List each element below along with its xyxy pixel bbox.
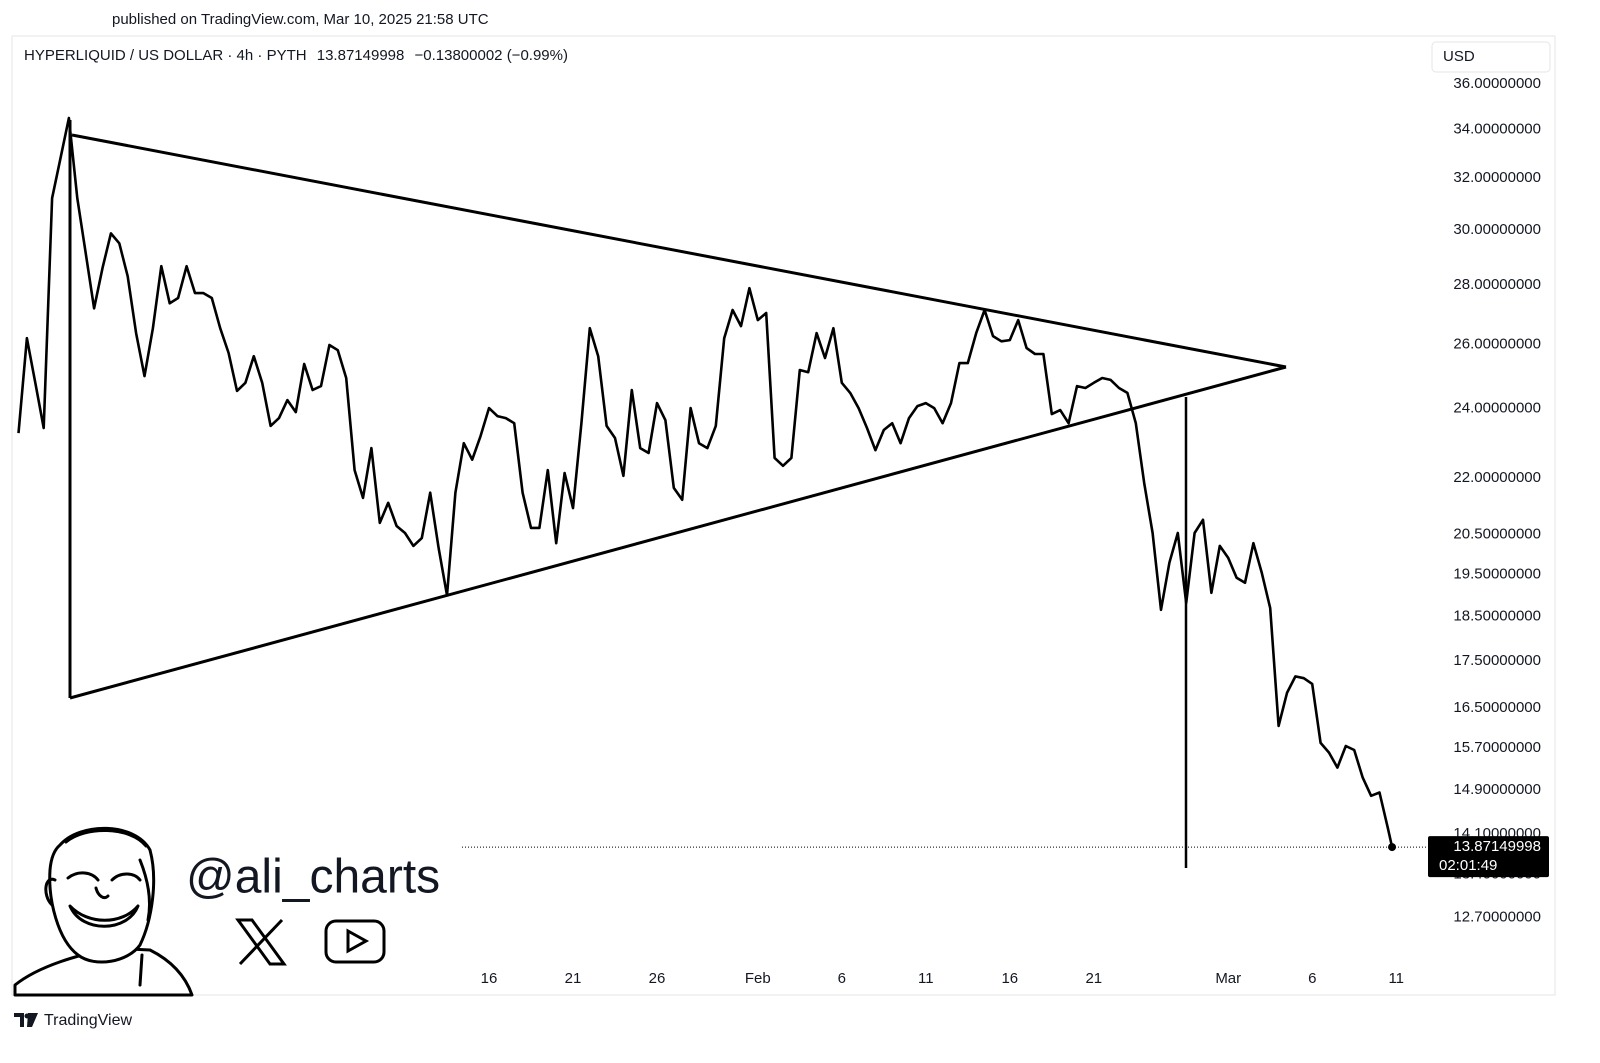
social-icons <box>235 918 386 966</box>
y-tick-label: 26.00000000 <box>1453 335 1541 352</box>
price-change: −0.13800002 (−0.99%) <box>415 47 568 64</box>
plot-area <box>17 116 1427 852</box>
price-tag <box>1428 836 1549 878</box>
last-price: 13.87149998 <box>317 47 405 64</box>
y-tick-label: 18.50000000 <box>1453 608 1541 625</box>
price-tag-group: 13.87149998 02:01:49 <box>1428 836 1549 878</box>
x-tick-label: 6 <box>838 970 846 987</box>
y-tick-label: 24.00000000 <box>1453 399 1541 416</box>
y-tick-label: 34.00000000 <box>1453 121 1541 138</box>
brand-logo-dot <box>24 1013 30 1019</box>
avatar <box>13 826 194 997</box>
y-tick-label: 15.70000000 <box>1453 739 1541 756</box>
y-tick-label: 14.90000000 <box>1453 781 1541 798</box>
last-price-dot <box>1388 843 1397 852</box>
y-tick-label: 17.50000000 <box>1453 652 1541 669</box>
x-icon[interactable] <box>235 918 287 966</box>
y-tick-label: 19.50000000 <box>1453 566 1541 583</box>
avatar-mouth <box>68 904 140 928</box>
y-tick-label: 20.50000000 <box>1453 526 1541 543</box>
brand: TradingView <box>14 1012 132 1029</box>
price-tag-value: 13.87149998 <box>1453 838 1541 855</box>
y-tick-label: 36.00000000 <box>1453 75 1541 92</box>
avatar-eyes <box>66 871 142 882</box>
time-axis: 16 21 26 Feb 6 11 16 21 Mar 6 11 <box>481 970 1404 987</box>
x-tick-label: 21 <box>565 970 582 987</box>
x-tick-label: Feb <box>745 970 771 987</box>
chart-frame <box>11 35 1556 996</box>
x-tick-label: 11 <box>1388 970 1404 987</box>
drawing-line <box>69 365 1287 700</box>
brand-logo <box>14 1013 38 1027</box>
y-tick-label: 32.00000000 <box>1453 169 1541 186</box>
x-tick-label: 26 <box>649 970 666 987</box>
x-tick-label: 16 <box>481 970 498 987</box>
x-tick-label: Mar <box>1215 970 1241 987</box>
avatar-detail <box>94 886 144 987</box>
y-tick-label: 12.70000000 <box>1453 909 1541 926</box>
symbol: HYPERLIQUID / US DOLLAR · 4h · PYTH <box>24 47 307 64</box>
x-tick-label: 11 <box>918 970 934 987</box>
play-glyph <box>346 928 370 954</box>
brand-name: TradingView <box>44 1012 132 1029</box>
currency-box[interactable] <box>1431 41 1551 73</box>
price-line <box>17 116 1394 848</box>
y-tick-label: 22.00000000 <box>1453 469 1541 486</box>
price-axis: 36.00000000 34.00000000 32.00000000 30.0000… <box>1453 75 1541 926</box>
y-tick-label: 16.50000000 <box>1453 699 1541 716</box>
drawing-line <box>71 133 1287 369</box>
youtube-icon[interactable] <box>324 919 386 964</box>
price-tag-countdown: 02:01:49 <box>1439 857 1497 874</box>
x-tick-label: 16 <box>1001 970 1018 987</box>
triangle-drawing <box>68 120 1287 868</box>
currency: USD <box>1443 48 1475 65</box>
published-note: published on TradingView.com, Mar 10, 20… <box>112 11 489 28</box>
avatar-hair <box>44 829 152 922</box>
y-tick-label: 30.00000000 <box>1453 221 1541 238</box>
y-tick-label: 28.00000000 <box>1453 276 1541 293</box>
symbol-legend: HYPERLIQUID / US DOLLAR · 4h · PYTH 13.8… <box>24 47 568 64</box>
x-tick-label: 21 <box>1085 970 1102 987</box>
x-tick-label: 6 <box>1308 970 1316 987</box>
watermark-handle: @ali_charts <box>186 851 440 904</box>
